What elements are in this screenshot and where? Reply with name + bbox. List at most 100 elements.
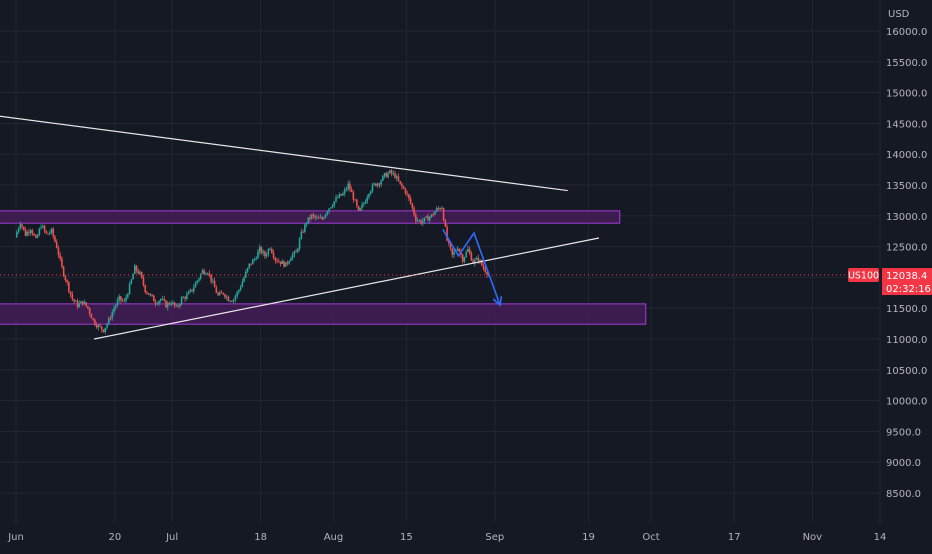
candle-body — [369, 191, 372, 194]
symbol-label: US100 — [848, 271, 879, 282]
candle-body — [68, 282, 70, 292]
candle-body — [371, 184, 374, 192]
countdown-value: 02:32:16 — [886, 284, 931, 295]
price-tick-label: 14000.0 — [886, 150, 927, 161]
candle-body — [300, 231, 303, 240]
candle-body — [165, 300, 167, 308]
candle-body — [246, 267, 249, 272]
price-tick-label: 10000.0 — [886, 397, 927, 408]
candle-body — [484, 268, 487, 273]
candle-body — [121, 300, 124, 302]
candle-body — [97, 325, 100, 328]
price-tick-label: 14500.0 — [886, 119, 927, 130]
candle-body — [21, 224, 23, 227]
candle-body — [120, 296, 122, 301]
candle-body — [158, 300, 160, 304]
candle-body — [333, 201, 336, 206]
date-tick-label: Oct — [642, 532, 659, 543]
candle-body — [199, 273, 202, 279]
candle-body — [251, 259, 254, 265]
candle-body — [305, 223, 308, 225]
candle-body — [467, 248, 469, 252]
candle-body — [47, 233, 49, 235]
candle-body — [336, 197, 339, 199]
candle-body — [409, 198, 412, 204]
candle-body — [61, 258, 63, 267]
candle-body — [317, 217, 320, 219]
candle-body — [243, 277, 245, 282]
candle-body — [373, 183, 375, 185]
candle-body — [389, 170, 391, 174]
candle-body — [347, 183, 349, 189]
candle-body — [257, 251, 259, 259]
candle-body — [290, 258, 292, 262]
candle-body — [451, 248, 454, 255]
candle-body — [187, 291, 190, 295]
candle-body — [401, 183, 403, 187]
candle-body — [106, 323, 108, 328]
candle-body — [160, 299, 162, 301]
candle-body — [180, 297, 183, 305]
time-axis[interactable]: Jun 20 Jul 18 Aug 15 Sep 19 Oct 17 Nov 14 — [7, 532, 886, 543]
candle-body — [456, 248, 459, 251]
candle-body — [88, 308, 91, 314]
candle-body — [276, 260, 278, 262]
candle-body — [352, 192, 355, 200]
candle-body — [133, 265, 136, 275]
candle-body — [52, 228, 55, 237]
candle-body — [267, 249, 270, 255]
descending-trendline — [0, 115, 568, 192]
candle-body — [218, 292, 221, 296]
candle-body — [189, 289, 192, 292]
candle-body — [99, 325, 101, 327]
candle-body — [477, 257, 480, 262]
candle-body — [439, 208, 441, 210]
candle-body — [170, 303, 173, 305]
date-tick-label: Nov — [803, 532, 823, 543]
candle-body — [192, 287, 195, 292]
candle-body — [101, 326, 103, 330]
candle-body — [314, 215, 317, 218]
candle-body — [232, 299, 235, 302]
candle-body — [196, 280, 199, 283]
price-tick-label: 11000.0 — [886, 335, 927, 346]
candle-body — [279, 261, 282, 265]
candle-body — [153, 295, 155, 302]
projection-arrow — [442, 228, 503, 307]
candle-body — [402, 186, 405, 189]
candle-body — [163, 298, 166, 301]
candle-body — [57, 248, 60, 256]
candle-body — [17, 228, 20, 233]
candle-body — [427, 216, 429, 221]
date-tick-label: Jul — [165, 532, 178, 543]
candle-body — [36, 235, 39, 238]
candle-body — [239, 286, 242, 290]
candle-body — [81, 301, 84, 305]
candle-body — [22, 226, 25, 230]
candle-body — [149, 294, 152, 296]
last-price-value: 12038.4 — [886, 271, 927, 282]
candle-body — [411, 203, 414, 209]
candle-body — [140, 272, 143, 278]
candle-body — [297, 248, 299, 252]
candle-body — [146, 292, 148, 294]
candle-body — [272, 252, 275, 258]
candle-body — [380, 180, 382, 185]
candle-body — [236, 291, 238, 297]
candle-body — [87, 306, 89, 309]
candle-body — [340, 194, 343, 196]
candle-body — [364, 201, 367, 204]
candle-body — [151, 294, 153, 296]
candle-body — [231, 300, 233, 302]
candle-body — [271, 248, 273, 253]
candle-body — [210, 274, 212, 282]
candle-body — [421, 221, 424, 224]
candle-body — [265, 254, 268, 257]
date-tick-label: 14 — [874, 532, 887, 543]
candle-body — [62, 266, 65, 276]
candle-body — [343, 189, 346, 194]
candle-body — [33, 233, 35, 236]
candle-body — [378, 183, 381, 185]
candle-body — [277, 261, 280, 263]
